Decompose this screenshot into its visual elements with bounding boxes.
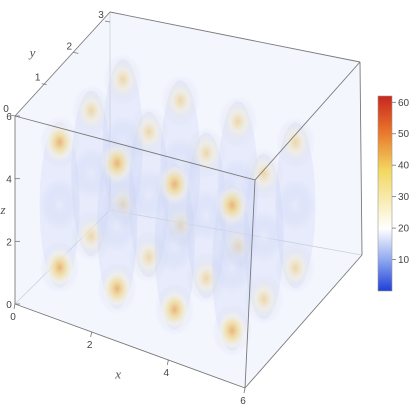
density-column xyxy=(154,158,195,336)
density-blob xyxy=(154,283,195,336)
density-blob xyxy=(212,179,253,232)
density-blob xyxy=(102,53,143,106)
density-blob xyxy=(97,199,138,252)
density-blob xyxy=(71,84,112,137)
colorbar: 10 20 30 40 50 60 xyxy=(377,95,410,292)
density-column xyxy=(243,147,284,326)
x-tick-label: 4 xyxy=(164,368,170,379)
colorbar-tick-label: 40 xyxy=(398,161,410,172)
density-volume xyxy=(15,12,362,388)
colorbar-tick-label: 50 xyxy=(398,129,410,140)
density-blob xyxy=(186,126,227,179)
x-tick-label: 2 xyxy=(87,340,93,351)
density-blob xyxy=(212,241,253,294)
y-tick-label: 0 xyxy=(3,104,9,115)
z-tick-label: 4 xyxy=(6,175,12,186)
x-axis-label: x xyxy=(114,367,121,382)
density-blob xyxy=(97,137,138,190)
density-blob xyxy=(128,105,169,158)
density-blob xyxy=(154,158,195,211)
density-column xyxy=(275,116,316,294)
density-blob xyxy=(275,179,316,232)
x-tick-label: 6 xyxy=(240,396,246,405)
z-tick-label: 6 xyxy=(6,112,12,123)
density-blob xyxy=(243,147,284,200)
bounding-box-front xyxy=(14,11,363,389)
density-blob xyxy=(275,116,316,169)
colorbar-tick-label: 10 xyxy=(398,255,410,266)
density-blob xyxy=(97,262,138,315)
density-column xyxy=(39,116,80,294)
colorbar-tick-label: 20 xyxy=(398,224,410,235)
y-tick-label: 1 xyxy=(35,73,41,84)
y-tick-label: 2 xyxy=(67,41,73,52)
density-blob xyxy=(160,74,201,127)
density-column xyxy=(97,137,138,315)
density-blob xyxy=(154,220,195,273)
density-blob xyxy=(243,273,284,326)
colorbar-gradient xyxy=(377,95,393,292)
density-blob xyxy=(217,95,258,148)
colorbar-tick-label: 60 xyxy=(398,98,410,109)
x-tick-label: 0 xyxy=(10,312,16,323)
z-axis-label: z xyxy=(0,202,6,217)
z-tick-label: 0 xyxy=(6,300,12,311)
colorbar-tick-label: 30 xyxy=(398,192,410,203)
y-tick-label: 3 xyxy=(98,10,104,21)
density-column xyxy=(212,179,253,357)
density-blob xyxy=(39,178,80,231)
z-tick-label: 2 xyxy=(6,237,12,248)
y-axis-label: y xyxy=(28,45,36,60)
density-blob xyxy=(212,304,253,357)
density-blob xyxy=(243,210,284,263)
density-blob xyxy=(275,241,316,294)
density-blob xyxy=(39,241,80,294)
density-blob xyxy=(39,116,80,169)
